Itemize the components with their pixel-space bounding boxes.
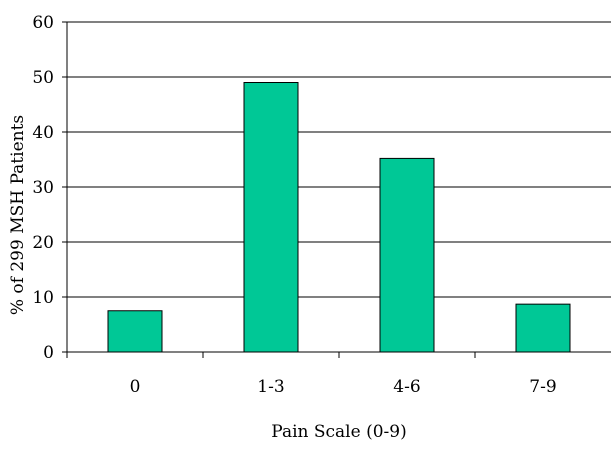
bar-1-3	[243, 82, 299, 353]
axes	[62, 21, 611, 358]
bar-7-9	[515, 303, 571, 353]
x-axis-title: Pain Scale (0-9)	[271, 422, 406, 442]
x-tick-label: 1-3	[257, 377, 284, 397]
y-tick-labels: 0 10 20 30 40 50 60	[32, 13, 54, 363]
y-axis-title: % of 299 MSH Patients	[8, 115, 28, 315]
gridlines	[67, 21, 611, 298]
y-tick-label: 60	[32, 13, 54, 33]
bars	[107, 82, 571, 353]
x-tick-label: 0	[130, 377, 141, 397]
bar-0	[107, 310, 163, 353]
y-tick-label: 0	[43, 343, 54, 363]
y-tick-label: 30	[32, 178, 54, 198]
x-tick-label: 7-9	[529, 377, 556, 397]
y-tick-label: 50	[32, 68, 54, 88]
bar-4-6	[379, 157, 435, 353]
x-tick-label: 4-6	[393, 377, 420, 397]
y-tick-label: 10	[32, 288, 54, 308]
x-tick-labels: 0 1-3 4-6 7-9	[130, 377, 557, 397]
y-tick-label: 40	[32, 123, 54, 143]
y-tick-label: 20	[32, 233, 54, 253]
